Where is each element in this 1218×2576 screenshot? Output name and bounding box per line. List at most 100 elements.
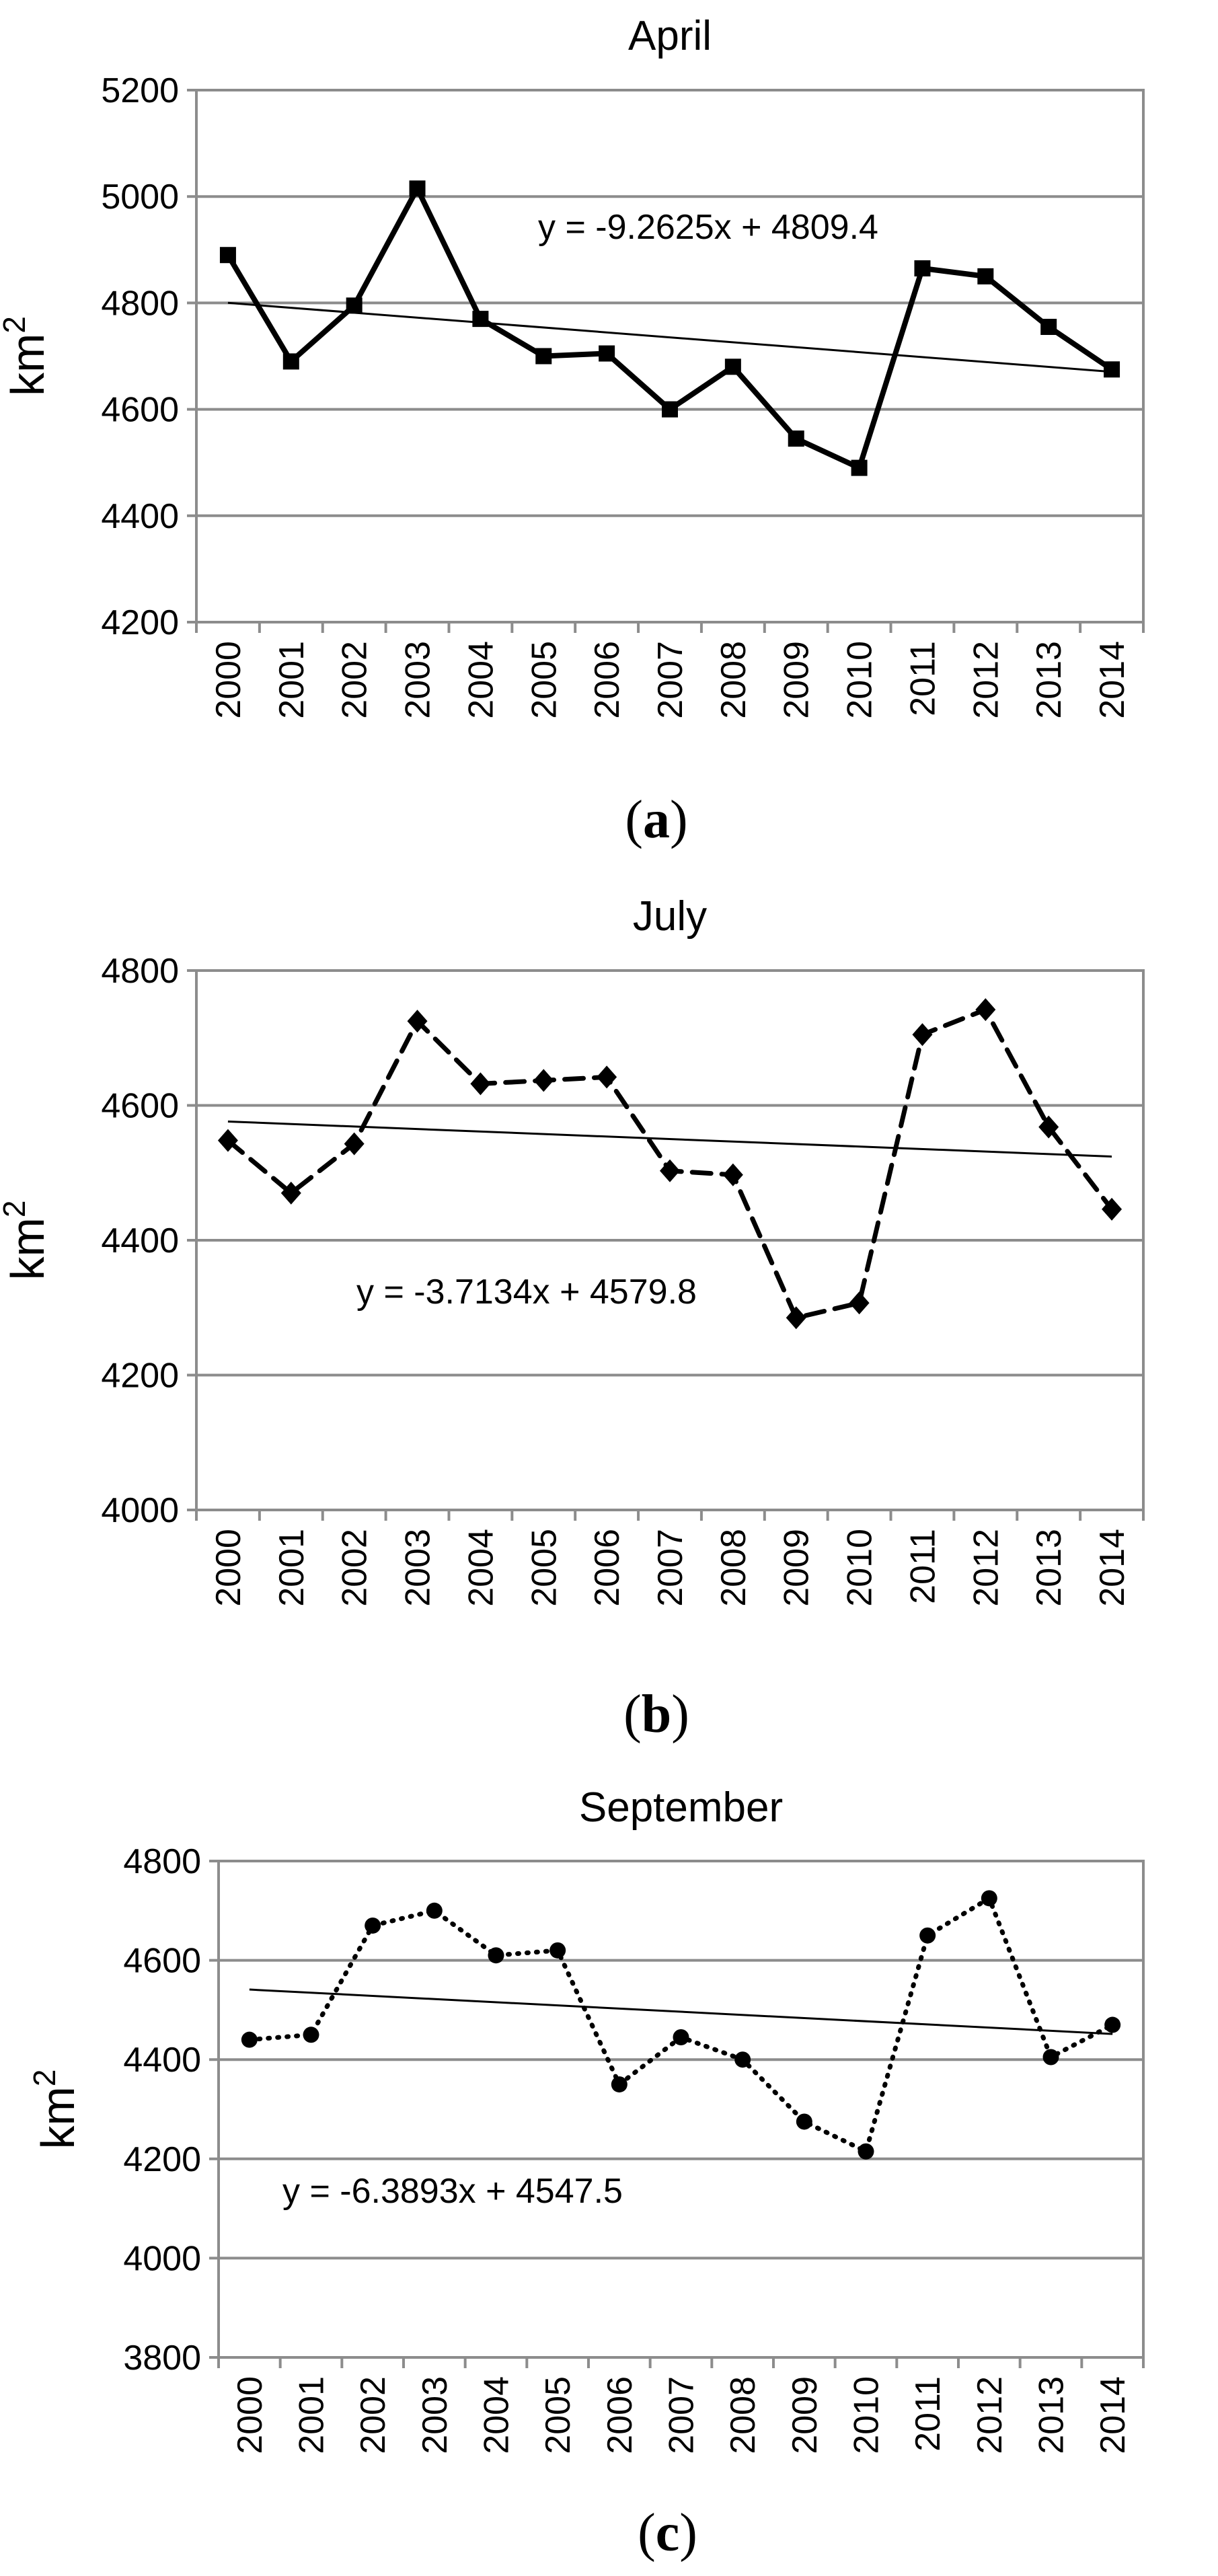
chart-title: September bbox=[579, 1784, 783, 1831]
data-point bbox=[914, 260, 931, 276]
panel-label: (b) bbox=[623, 1685, 689, 1744]
data-point bbox=[919, 1927, 936, 1944]
y-tick-label: 4800 bbox=[101, 952, 179, 991]
y-tick-label: 4400 bbox=[123, 2041, 201, 2080]
x-tick-label: 2010 bbox=[841, 1529, 880, 1607]
data-point bbox=[549, 1942, 566, 1959]
data-point bbox=[426, 1902, 443, 1919]
data-point bbox=[488, 1947, 504, 1964]
trendline-equation: y = -6.3893x + 4547.5 bbox=[282, 2172, 623, 2211]
x-tick-label: 2009 bbox=[786, 2376, 825, 2454]
y-tick-label: 4400 bbox=[101, 1221, 179, 1260]
data-point bbox=[219, 247, 236, 264]
data-point bbox=[788, 430, 804, 447]
data-point bbox=[365, 1917, 381, 1934]
x-tick-label: 2001 bbox=[293, 2376, 332, 2454]
y-axis-label: km2 bbox=[27, 2070, 84, 2150]
y-axis-label-superscript: 2 bbox=[27, 2070, 62, 2087]
data-point bbox=[472, 311, 489, 328]
data-point bbox=[1104, 2016, 1121, 2033]
x-tick-label: 2012 bbox=[966, 1529, 1005, 1607]
trendline bbox=[227, 301, 1112, 373]
panel-label: (c) bbox=[638, 2503, 697, 2563]
data-point bbox=[407, 1010, 428, 1033]
x-tick-label: 2008 bbox=[714, 641, 753, 719]
y-axis-label-unit: km bbox=[32, 2086, 84, 2149]
chart-a: 4200 4400 4600 4800 5000 5200 2000 2001 2002 2003… bbox=[0, 13, 1145, 849]
x-tick-label: 2007 bbox=[662, 2376, 701, 2454]
data-point bbox=[912, 1023, 933, 1047]
x-tick-label: 2007 bbox=[651, 1529, 690, 1607]
data-point bbox=[535, 348, 552, 365]
x-tick-label: 2006 bbox=[588, 1529, 627, 1607]
x-tick-label: 2008 bbox=[714, 1529, 753, 1607]
data-point bbox=[1102, 1197, 1122, 1221]
y-tick-label: 4800 bbox=[123, 1842, 201, 1881]
x-tick-label: 2013 bbox=[1030, 1529, 1069, 1607]
x-tick-label: 2003 bbox=[399, 641, 438, 719]
chart-c: 3800 4000 4200 4400 4600 4800 2000 2001 2002 2003… bbox=[27, 1784, 1145, 2563]
x-tick-label: 2002 bbox=[354, 2376, 393, 2454]
data-point bbox=[344, 1132, 365, 1156]
x-tick-label: 2008 bbox=[724, 2376, 763, 2454]
x-tick-label: 2013 bbox=[1030, 641, 1069, 719]
x-tick-label: 2000 bbox=[209, 1529, 248, 1607]
data-point bbox=[282, 353, 299, 370]
x-tick-label: 2000 bbox=[231, 2376, 270, 2454]
data-point bbox=[796, 2113, 812, 2130]
trendline-equation: y = -3.7134x + 4579.8 bbox=[356, 1273, 697, 1312]
data-point bbox=[851, 459, 868, 476]
x-tick-label: 2009 bbox=[777, 1529, 816, 1607]
x-tick-label: 2011 bbox=[909, 2376, 948, 2452]
x-tick-label: 2009 bbox=[777, 641, 816, 719]
x-tick-label: 2004 bbox=[478, 2376, 517, 2454]
y-tick-label: 4600 bbox=[123, 1942, 201, 1981]
y-axis-label-superscript: 2 bbox=[0, 1201, 32, 1218]
x-tick-label: 2006 bbox=[601, 2376, 640, 2454]
y-tick-label: 4200 bbox=[101, 1357, 179, 1396]
data-point bbox=[786, 1306, 806, 1330]
data-point bbox=[1104, 361, 1120, 378]
x-tick-label: 2001 bbox=[272, 1529, 311, 1607]
y-tick-label: 5200 bbox=[101, 71, 179, 110]
data-point bbox=[409, 180, 426, 197]
y-axis-label: km2 bbox=[0, 316, 54, 396]
data-point bbox=[849, 1291, 870, 1315]
chart-b: 4000 4200 4400 4600 4800 2000 2001 2002 2003 2004… bbox=[0, 893, 1145, 1744]
y-tick-label: 4800 bbox=[101, 284, 179, 323]
data-point bbox=[533, 1069, 554, 1092]
x-tick-label: 2006 bbox=[588, 641, 627, 719]
y-tick-label: 4200 bbox=[123, 2140, 201, 2179]
y-axis-label: km2 bbox=[0, 1201, 54, 1281]
series-line bbox=[247, 1895, 1115, 2154]
x-tick-label: 2011 bbox=[903, 641, 942, 716]
data-point bbox=[1042, 2049, 1059, 2066]
plot-frame bbox=[195, 89, 1145, 623]
chart-title: April bbox=[628, 13, 712, 59]
y-axis-label-superscript: 2 bbox=[0, 316, 32, 334]
data-point bbox=[217, 1129, 238, 1152]
x-tick-label: 2002 bbox=[336, 1529, 375, 1607]
data-point bbox=[673, 2029, 689, 2045]
x-tick-label: 2004 bbox=[461, 641, 500, 719]
x-tick-label: 2003 bbox=[416, 2376, 455, 2454]
data-point bbox=[303, 2026, 319, 2043]
data-point bbox=[660, 1159, 680, 1182]
data-point bbox=[722, 1163, 743, 1186]
y-axis-label-unit: km bbox=[1, 1217, 54, 1280]
y-tick-label: 5000 bbox=[101, 178, 179, 217]
x-tick-label: 2001 bbox=[272, 641, 311, 719]
data-point bbox=[858, 2143, 874, 2160]
x-tick-label: 2004 bbox=[461, 1529, 500, 1607]
panel-label: (a) bbox=[625, 790, 687, 849]
x-tick-label: 2003 bbox=[399, 1529, 438, 1607]
data-point bbox=[734, 2051, 751, 2068]
x-tick-label: 2012 bbox=[966, 641, 1005, 719]
trendline bbox=[227, 1120, 1112, 1158]
x-tick-label: 2011 bbox=[903, 1529, 942, 1604]
data-point bbox=[597, 1065, 617, 1089]
y-tick-label: 4200 bbox=[101, 603, 179, 642]
x-tick-label: 2005 bbox=[525, 1529, 564, 1607]
data-point bbox=[662, 401, 678, 418]
